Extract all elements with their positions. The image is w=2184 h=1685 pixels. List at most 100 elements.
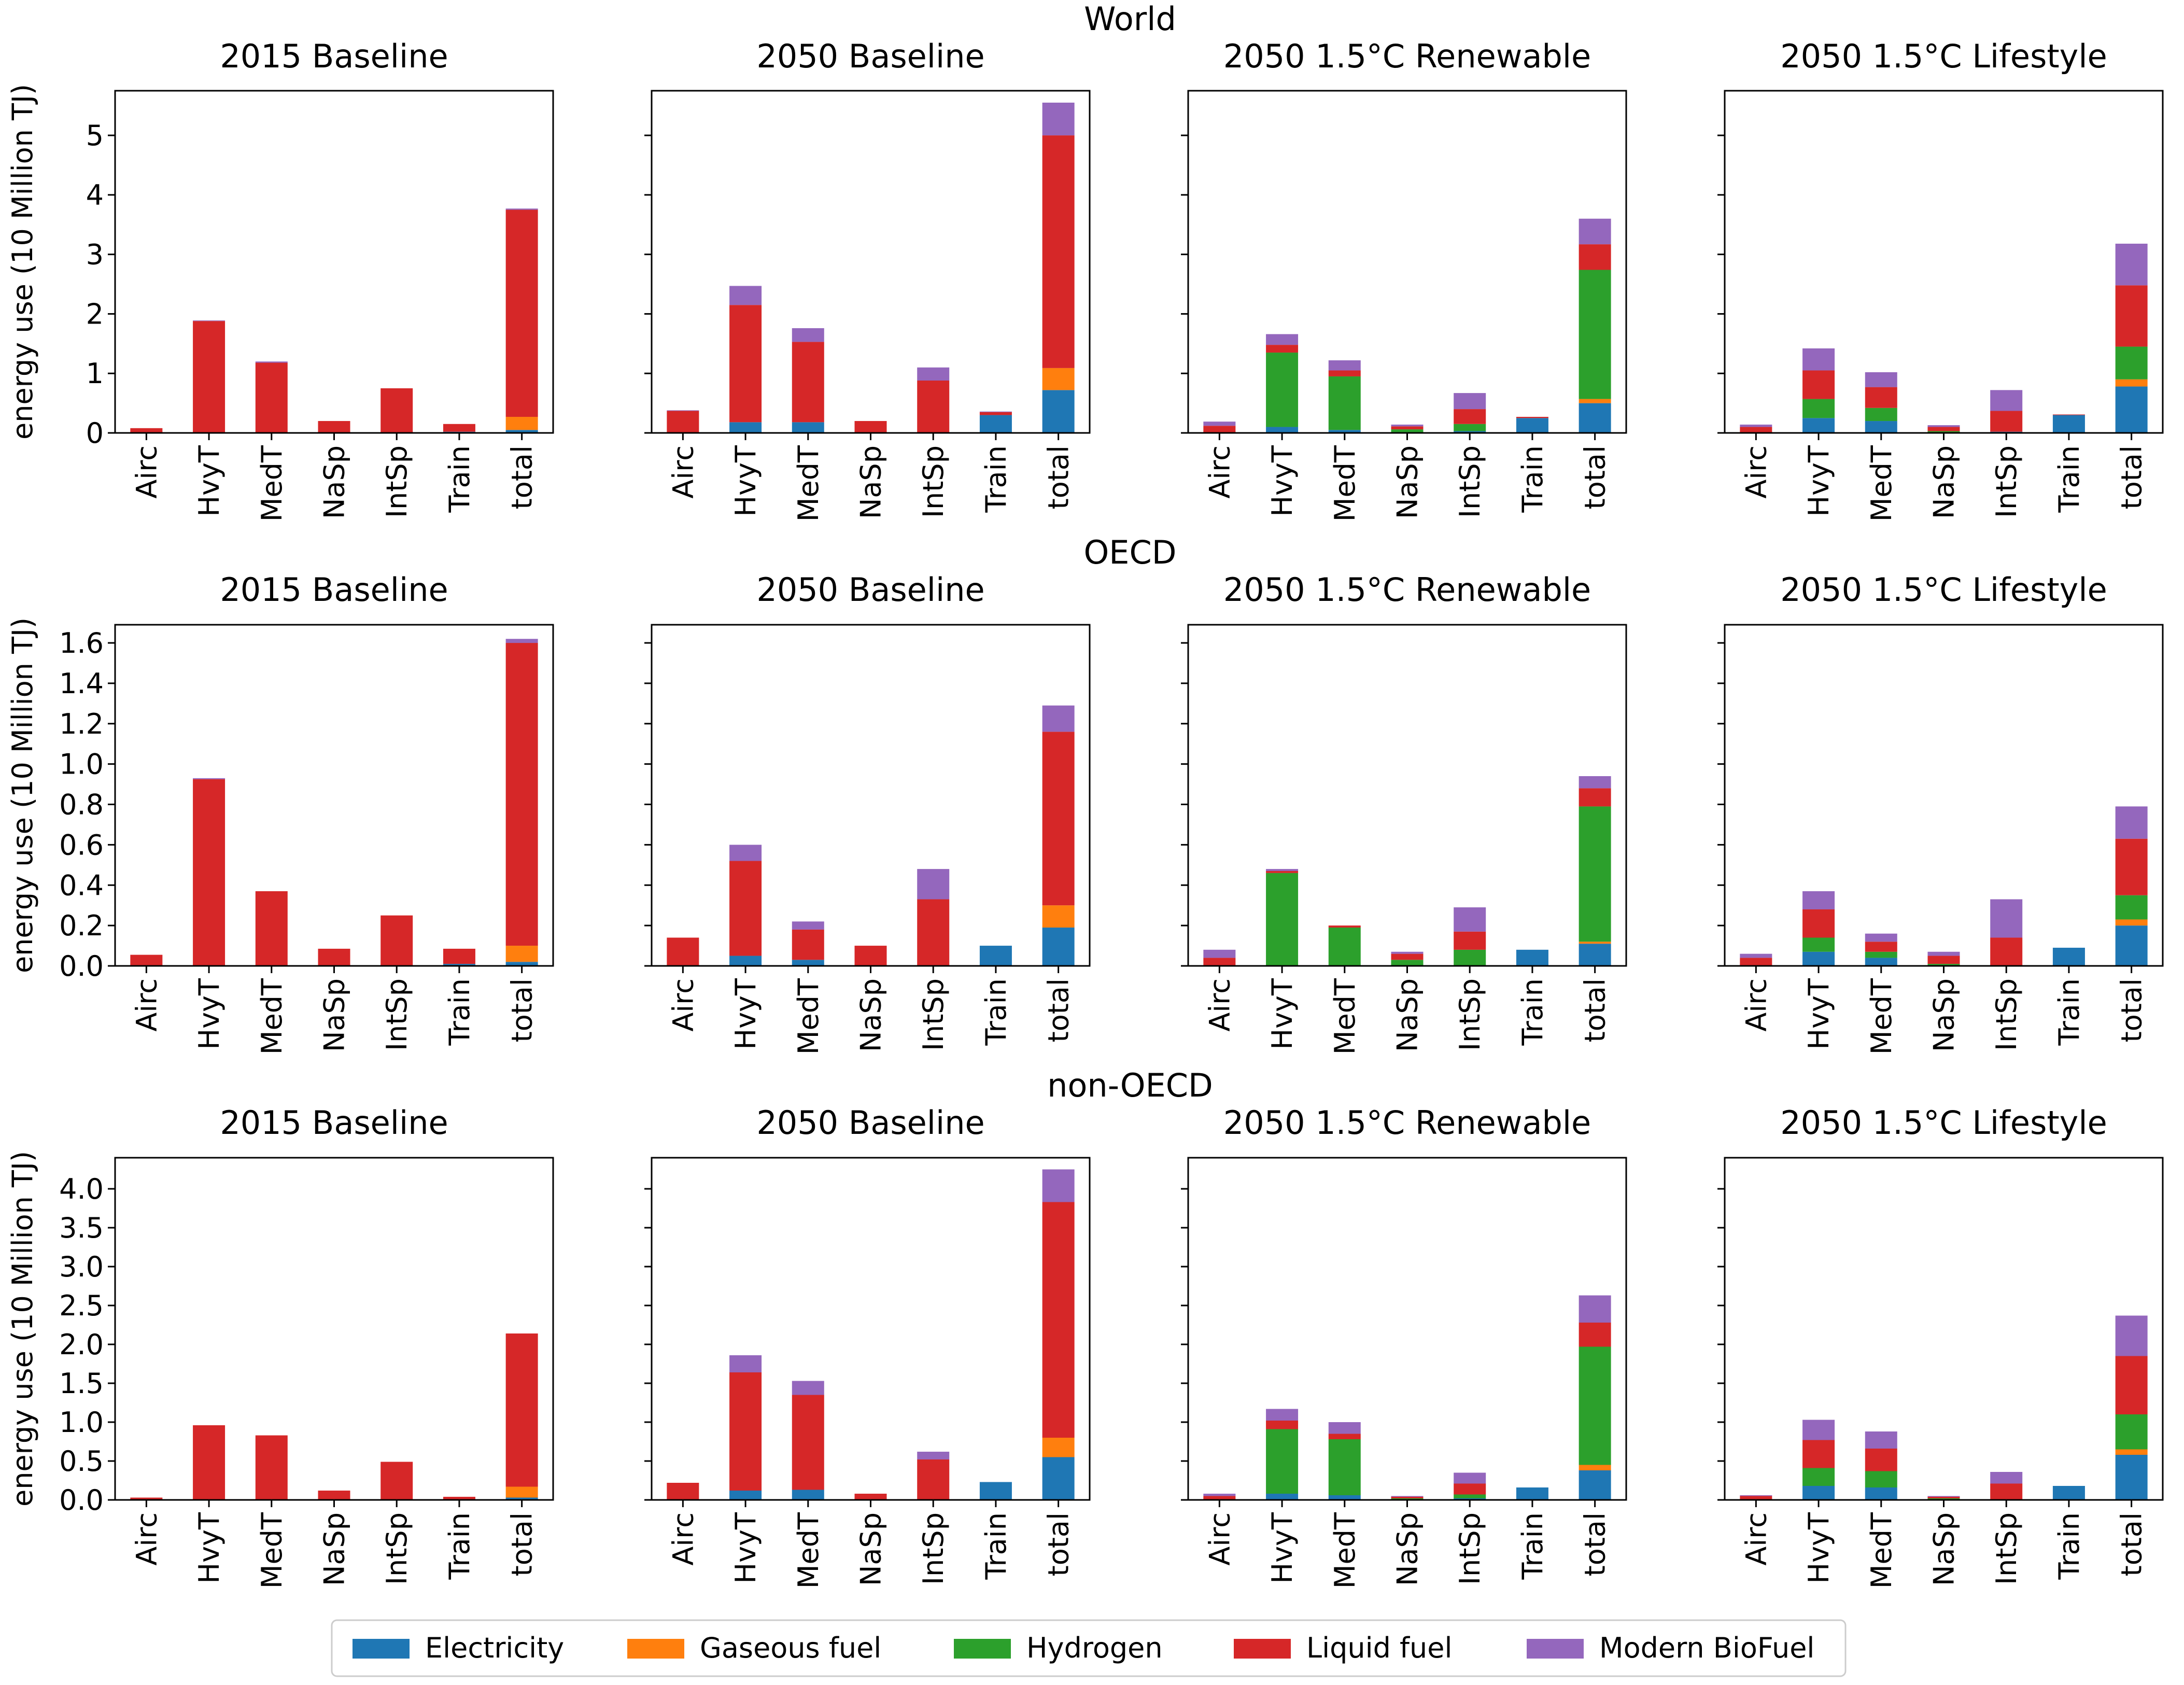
x-tick-label: total: [2116, 1512, 2148, 1576]
x-tick-label: NaSp: [1928, 978, 1961, 1052]
bar-segment: [792, 328, 824, 342]
bar-segment: [1266, 871, 1299, 873]
x-tick-label: Train: [2053, 1512, 2086, 1580]
x-tick-label: IntSp: [1454, 445, 1486, 518]
x-tick-label: Airc: [1203, 445, 1236, 499]
bar-segment: [193, 321, 226, 433]
bar-segment: [1865, 408, 1897, 422]
bar-segment: [1802, 1440, 1835, 1468]
bar-segment: [1579, 944, 1611, 966]
panel-title: 2050 1.5°C Renewable: [1223, 1104, 1591, 1142]
bar-segment: [2115, 919, 2148, 926]
x-tick-label: Train: [980, 978, 1012, 1046]
bar-segment: [917, 869, 950, 900]
region-title: non-OECD: [1047, 1066, 1213, 1104]
y-tick-label: 0.2: [59, 909, 104, 942]
bar-segment: [792, 960, 824, 966]
bar-segment: [1802, 348, 1835, 371]
x-tick-label: Airc: [1203, 1512, 1236, 1566]
x-tick-label: IntSp: [1454, 1512, 1486, 1585]
bar-segment: [917, 380, 950, 433]
bar-segment: [318, 421, 350, 433]
bar-segment: [1990, 899, 2023, 938]
x-tick-label: MedT: [792, 445, 825, 522]
bar-segment: [1579, 399, 1611, 403]
bar-segment: [130, 1497, 163, 1500]
x-tick-label: NaSp: [1928, 1512, 1961, 1586]
bar-segment: [255, 361, 288, 363]
bar-segment: [1802, 1486, 1835, 1500]
panel-title: 2050 Baseline: [756, 1104, 984, 1142]
x-tick-label: HvyT: [193, 978, 226, 1050]
bar-segment: [1391, 429, 1424, 433]
bar-segment: [1266, 334, 1299, 345]
bar-segment: [1927, 431, 1960, 433]
bar-segment: [979, 415, 1012, 433]
bar-segment: [1579, 218, 1611, 245]
x-tick-label: Airc: [130, 978, 163, 1032]
bar-segment: [1865, 1431, 1897, 1449]
bar-segment: [667, 410, 699, 411]
bar-segment: [979, 946, 1012, 966]
x-tick-label: NaSp: [855, 978, 887, 1052]
legend-swatch: [1234, 1639, 1291, 1659]
bar-segment: [2115, 806, 2148, 839]
y-tick-label: 2: [86, 298, 104, 330]
bar-segment: [1454, 1472, 1486, 1484]
bar-segment: [381, 388, 413, 433]
x-tick-label: NaSp: [318, 1512, 351, 1586]
bar-segment: [505, 1497, 538, 1500]
bar-segment: [2052, 414, 2085, 415]
bar-segment: [2115, 1356, 2148, 1414]
bar-segment: [1802, 891, 1835, 909]
bar-segment: [1328, 925, 1361, 928]
bar-segment: [505, 639, 538, 643]
bar-segment: [1740, 427, 1772, 433]
bar-segment: [917, 1459, 950, 1500]
panel-title: 2050 1.5°C Lifestyle: [1780, 571, 2107, 609]
panel-title: 2015 Baseline: [220, 571, 448, 609]
bar-segment: [2115, 925, 2148, 966]
plot-frame: [1724, 624, 2164, 967]
x-tick-label: MedT: [1329, 1512, 1361, 1589]
bar-segment: [1865, 958, 1897, 966]
x-tick-label: MedT: [256, 1512, 288, 1589]
bar-segment: [1391, 960, 1424, 966]
x-tick-label: total: [506, 445, 539, 509]
x-tick-label: Train: [1516, 1512, 1549, 1580]
x-tick-label: Airc: [667, 978, 699, 1032]
bar-segment: [1266, 873, 1299, 966]
bar-segment: [2115, 1449, 2148, 1455]
x-tick-label: IntSp: [1990, 978, 2023, 1051]
region-title: OECD: [1083, 533, 1176, 571]
x-tick-label: HvyT: [1802, 445, 1835, 517]
plot-frame: [651, 624, 1091, 967]
bar-segment: [1802, 399, 1835, 418]
bar-segment: [1990, 411, 2023, 432]
x-tick-label: Train: [2053, 445, 2086, 513]
bar-segment: [1865, 1449, 1897, 1471]
bar-segment: [1516, 418, 1548, 433]
y-tick-label: 0.5: [59, 1445, 104, 1478]
bar-segment: [1042, 928, 1075, 966]
y-tick-label: 1.0: [59, 1406, 104, 1439]
bar-segment: [1579, 1346, 1611, 1465]
x-tick-label: MedT: [1865, 978, 1898, 1055]
x-tick-label: HvyT: [1802, 978, 1835, 1050]
bar-segment: [255, 362, 288, 433]
bar-segment: [1203, 422, 1236, 426]
bar-segment: [1740, 424, 1772, 427]
bar-segment: [1927, 1497, 1960, 1498]
plot-frame: [1187, 90, 1627, 434]
bar-segment: [1454, 1483, 1486, 1495]
bar-segment: [1266, 1421, 1299, 1429]
plot-frame: [114, 624, 554, 967]
legend-label: Electricity: [425, 1632, 564, 1664]
bar-segment: [1802, 370, 1835, 399]
bar-segment: [1579, 776, 1611, 789]
panel-title: 2050 1.5°C Renewable: [1223, 37, 1591, 75]
bar-segment: [255, 891, 288, 966]
x-tick-label: HvyT: [193, 445, 226, 517]
bar-segment: [1454, 907, 1486, 932]
bar-segment: [729, 422, 762, 433]
